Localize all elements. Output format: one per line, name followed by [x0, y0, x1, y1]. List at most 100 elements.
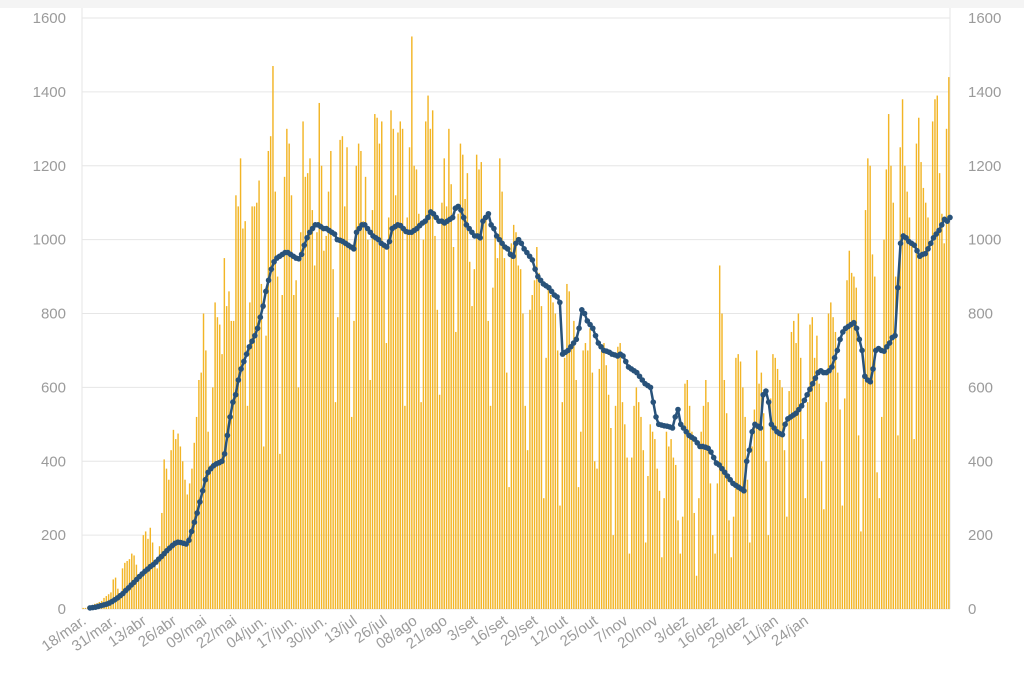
- line-point: [812, 375, 819, 381]
- bar: [848, 250, 851, 609]
- line-point: [265, 277, 272, 284]
- bar: [587, 350, 589, 609]
- daily-bars: [82, 36, 950, 610]
- bar: [473, 269, 476, 609]
- bar: [668, 446, 670, 609]
- bar: [695, 575, 698, 609]
- bar: [297, 387, 300, 610]
- bar: [531, 295, 533, 609]
- bar: [172, 429, 175, 609]
- bar: [929, 379, 932, 609]
- bar: [434, 235, 436, 609]
- bar: [339, 139, 341, 609]
- line-point: [650, 399, 657, 405]
- bar: [948, 77, 950, 610]
- bar: [140, 572, 142, 609]
- bar: [712, 535, 714, 610]
- line-point: [191, 519, 198, 525]
- bar: [732, 516, 735, 609]
- bar: [209, 464, 212, 609]
- bar: [605, 365, 607, 609]
- bar: [610, 428, 612, 609]
- bar: [640, 416, 642, 609]
- line-point: [947, 214, 953, 221]
- bar: [658, 490, 661, 609]
- bar: [580, 431, 582, 609]
- bar: [84, 607, 87, 609]
- bar: [850, 272, 853, 609]
- bar: [823, 509, 825, 609]
- line-point: [763, 388, 769, 394]
- bar: [244, 221, 246, 609]
- line-point: [331, 231, 338, 237]
- line-point: [197, 499, 203, 505]
- line-point: [746, 447, 753, 453]
- bar: [762, 413, 765, 609]
- line-point: [532, 266, 538, 272]
- bar: [464, 198, 466, 610]
- bar: [418, 213, 420, 609]
- bar: [702, 405, 705, 609]
- line-point: [257, 314, 264, 320]
- bar: [600, 350, 603, 609]
- bar: [225, 306, 228, 609]
- y-tick-label-left: 1200: [33, 158, 66, 175]
- line-point: [620, 353, 626, 359]
- bar: [633, 405, 635, 609]
- bar: [533, 280, 536, 609]
- bar: [385, 343, 388, 609]
- bar: [619, 343, 621, 609]
- bar: [251, 206, 253, 609]
- bar: [913, 439, 915, 609]
- bar: [415, 169, 418, 609]
- line-point: [757, 425, 764, 431]
- line-point: [590, 325, 596, 332]
- bar: [522, 313, 524, 609]
- bar: [462, 154, 464, 610]
- bar: [503, 258, 506, 609]
- line-point: [224, 432, 231, 439]
- line-point: [383, 244, 390, 250]
- bar: [795, 343, 797, 609]
- bar: [411, 36, 413, 610]
- bar: [512, 224, 515, 609]
- bar: [165, 468, 168, 609]
- bar: [452, 247, 455, 609]
- bar: [612, 535, 614, 610]
- line-point: [927, 240, 934, 247]
- line-point: [221, 451, 228, 457]
- bar: [265, 335, 267, 609]
- line-point: [460, 214, 467, 221]
- bar: [582, 350, 584, 609]
- y-axis-right: 0 200 400 600 800 1000 1200 1400 1600: [968, 10, 1001, 618]
- bar: [230, 320, 233, 609]
- bar: [431, 110, 434, 609]
- line-point: [837, 336, 843, 343]
- bar: [369, 379, 371, 609]
- bar: [480, 162, 482, 609]
- bar: [584, 343, 587, 609]
- bar: [219, 324, 221, 609]
- bar: [154, 560, 156, 609]
- bar: [707, 402, 709, 609]
- line-point: [243, 351, 250, 357]
- bar: [556, 350, 559, 609]
- bar: [746, 479, 749, 609]
- top-bar: [0, 0, 1024, 8]
- bar: [869, 165, 871, 609]
- bar: [198, 379, 200, 609]
- line-point: [263, 288, 269, 295]
- bar: [721, 313, 723, 609]
- bar: [334, 402, 337, 609]
- bar: [603, 343, 605, 609]
- bar: [214, 302, 216, 609]
- y-tick-label-right: 400: [968, 453, 993, 470]
- bar: [790, 331, 793, 609]
- bar: [390, 110, 392, 609]
- line-point: [296, 256, 302, 262]
- bar: [876, 472, 878, 609]
- bar: [438, 394, 441, 609]
- bar: [374, 114, 376, 609]
- bar: [853, 276, 855, 609]
- bar: [834, 331, 837, 609]
